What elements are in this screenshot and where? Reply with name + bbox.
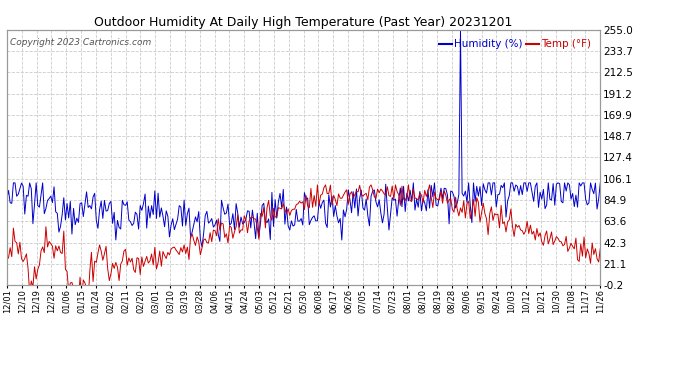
Text: Copyright 2023 Cartronics.com: Copyright 2023 Cartronics.com	[10, 38, 151, 46]
Legend: Humidity (%), Temp (°F): Humidity (%), Temp (°F)	[435, 35, 595, 54]
Title: Outdoor Humidity At Daily High Temperature (Past Year) 20231201: Outdoor Humidity At Daily High Temperatu…	[95, 16, 513, 29]
